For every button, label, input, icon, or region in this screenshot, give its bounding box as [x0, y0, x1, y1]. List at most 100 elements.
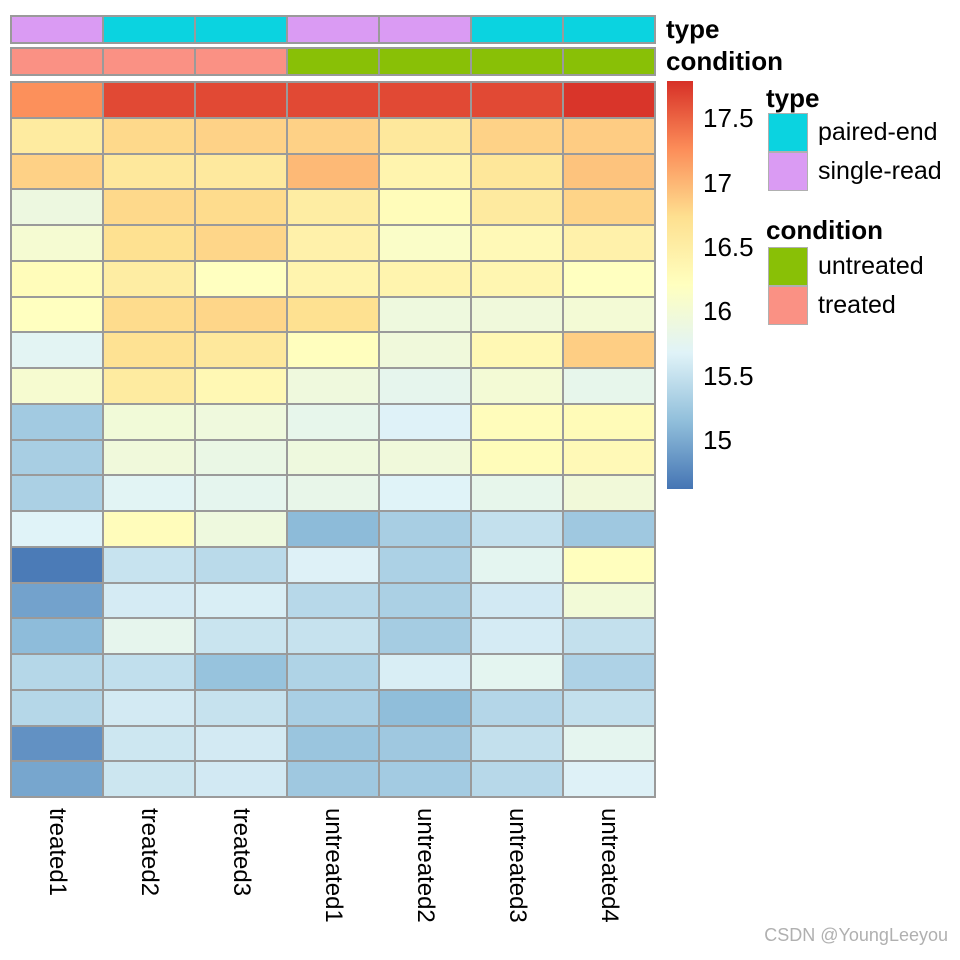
annotation-bar-title-condition: condition — [666, 46, 783, 76]
legend-type-items: paired-end single-read — [766, 113, 942, 191]
heatmap-cell — [564, 512, 654, 546]
heatmap-cell — [564, 619, 654, 653]
heatmap-cell — [380, 512, 470, 546]
column-label: treated3 — [228, 808, 255, 897]
heatmap-cell — [472, 440, 562, 475]
heatmap-cell — [196, 226, 286, 260]
heatmap-cell — [104, 404, 194, 439]
heatmap-cell — [288, 512, 378, 546]
heatmap-cell — [104, 547, 194, 582]
heatmap-cell — [12, 404, 102, 439]
heatmap-cell — [564, 547, 654, 582]
annotation-cell-condition — [380, 49, 470, 74]
heatmap-cell — [472, 619, 562, 653]
annotation-bar-title-type: type — [666, 14, 720, 44]
annotation-cell-condition — [564, 49, 654, 74]
heatmap-cell — [12, 226, 102, 260]
heatmap-cell — [196, 726, 286, 761]
annotation-cell-condition — [288, 49, 378, 74]
heatmap-cell — [104, 333, 194, 367]
heatmap-cell — [12, 261, 102, 296]
heatmap-cell — [288, 476, 378, 510]
heatmap-cell — [380, 440, 470, 475]
annotation-cell-condition — [12, 49, 102, 74]
legend-swatch-untreated — [768, 247, 808, 286]
annotation-cell-type — [380, 17, 470, 42]
heatmap-cell — [196, 333, 286, 367]
column-label: treated1 — [44, 808, 71, 897]
heatmap-cell — [104, 261, 194, 296]
heatmap-cell — [104, 512, 194, 546]
heatmap-cell — [380, 261, 470, 296]
heatmap-cell — [564, 83, 654, 117]
heatmap-cell — [288, 369, 378, 403]
heatmap-cell — [288, 261, 378, 296]
heatmap-cell — [12, 333, 102, 367]
legend-type-title: type — [766, 83, 820, 113]
column-label: untreated4 — [596, 808, 623, 923]
annotation-cell-type — [564, 17, 654, 42]
colorbar-tick-label: 17 — [703, 168, 732, 198]
heatmap-cell — [564, 118, 654, 153]
heatmap-cell — [472, 83, 562, 117]
heatmap-cell — [564, 404, 654, 439]
heatmap-cell — [564, 154, 654, 189]
legend-item: single-read — [766, 152, 942, 191]
heatmap-cell — [104, 690, 194, 725]
heatmap-cell — [472, 333, 562, 367]
heatmap-cell — [380, 726, 470, 761]
heatmap-cell — [564, 297, 654, 332]
legend-item-label: untreated — [818, 252, 924, 280]
legend-swatch-paired-end — [768, 113, 808, 152]
colorbar-tick-label: 16 — [703, 296, 732, 326]
heatmap-cell — [288, 190, 378, 224]
heatmap-cell — [564, 226, 654, 260]
legend-condition: condition untreated treated — [766, 216, 924, 325]
heatmap-cell — [380, 154, 470, 189]
colorbar-tick-label: 15 — [703, 425, 732, 455]
legend-item-label: single-read — [818, 157, 942, 185]
heatmap-cell — [104, 118, 194, 153]
heatmap-cell — [380, 333, 470, 367]
heatmap-cell — [104, 226, 194, 260]
heatmap-cell — [12, 440, 102, 475]
heatmap-cell — [12, 512, 102, 546]
column-label: untreated3 — [504, 808, 531, 923]
heatmap-cell — [196, 118, 286, 153]
legend-item: paired-end — [766, 113, 942, 152]
heatmap-cell — [196, 369, 286, 403]
heatmap-cell — [196, 190, 286, 224]
heatmap-cell — [380, 404, 470, 439]
heatmap-cell — [12, 190, 102, 224]
legend-condition-title: condition — [766, 215, 883, 245]
heatmap-cell — [196, 83, 286, 117]
heatmap-cell — [380, 762, 470, 796]
annotation-cell-type — [288, 17, 378, 42]
heatmap-cell — [12, 476, 102, 510]
legend-condition-items: untreated treated — [766, 247, 924, 325]
heatmap-cell — [564, 190, 654, 224]
heatmap-cell — [104, 583, 194, 618]
heatmap-cell — [12, 655, 102, 689]
heatmap-cell — [380, 655, 470, 689]
heatmap-cell — [380, 583, 470, 618]
annotation-bar-condition — [10, 47, 656, 76]
heatmap-cell — [12, 154, 102, 189]
heatmap-cell — [104, 190, 194, 224]
legend-type: type paired-end single-read — [766, 84, 942, 191]
heatmap-cell — [288, 226, 378, 260]
annotation-cell-type — [104, 17, 194, 42]
heatmap-cell — [196, 154, 286, 189]
annotation-cell-condition — [104, 49, 194, 74]
heatmap-cell — [564, 333, 654, 367]
heatmap-cell — [564, 690, 654, 725]
colorbar-gradient — [667, 81, 693, 489]
watermark-text: CSDN @YoungLeeyou — [764, 925, 948, 945]
heatmap-cell — [472, 369, 562, 403]
heatmap-cell — [12, 547, 102, 582]
heatmap-cell — [472, 726, 562, 761]
heatmap-cell — [472, 404, 562, 439]
heatmap-cell — [380, 547, 470, 582]
heatmap-cell — [12, 690, 102, 725]
heatmap-cell — [472, 476, 562, 510]
